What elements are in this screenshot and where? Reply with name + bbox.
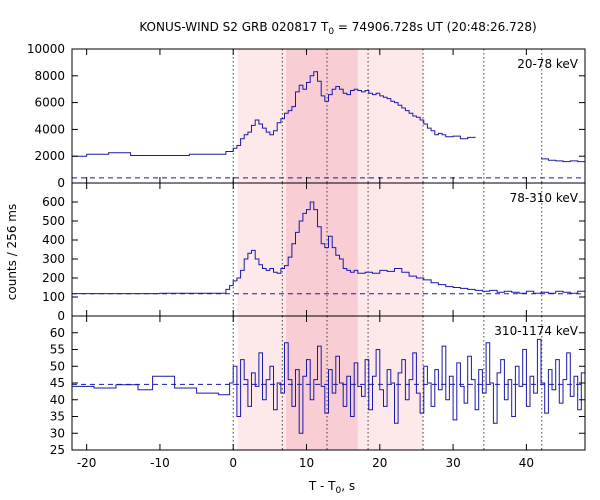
y-tick-label: 30 — [50, 426, 65, 440]
y-tick-label: 500 — [42, 214, 65, 228]
light-curve-series — [72, 71, 586, 163]
y-tick-label: 8000 — [34, 69, 65, 83]
panel-2: 0 100 200 300 400 500 600 78-310 keV — [42, 182, 586, 323]
y-tick-label: 45 — [50, 376, 65, 390]
y-tick-label: 40 — [50, 393, 65, 407]
y-tick-label: 200 — [42, 271, 65, 285]
panel-3: 25 30 35 40 45 50 55 60 -20 -10 0 10 20 30 40 310-1174 … — [50, 315, 586, 470]
y-axis-title: counts / 256 ms — [5, 204, 19, 300]
y-tick-label: 35 — [50, 410, 65, 424]
y-tick-label: 300 — [42, 252, 65, 266]
y-tick-label: 10000 — [27, 42, 65, 56]
x-tick-label: 10 — [299, 456, 314, 470]
shaded-interval-2 — [285, 316, 358, 450]
y-tick-label: 50 — [50, 359, 65, 373]
chart-title: KONUS-WIND S2 GRB 020817 T0 = 74906.728s… — [139, 20, 536, 37]
energy-band-label: 20-78 keV — [517, 57, 579, 71]
light-curve-series — [72, 338, 586, 434]
x-tick-label: -20 — [77, 456, 97, 470]
shaded-interval-2 — [285, 49, 358, 183]
y-tick-label: 2000 — [34, 149, 65, 163]
y-tick-label: 60 — [50, 326, 65, 340]
y-tick-label: 6000 — [34, 96, 65, 110]
x-axis-title: T - T0, s — [308, 479, 355, 496]
energy-band-label: 78-310 keV — [510, 191, 579, 205]
x-tick-label: 40 — [519, 456, 534, 470]
y-tick-label: 600 — [42, 195, 65, 209]
x-tick-label: 30 — [445, 456, 460, 470]
y-tick-label: 25 — [50, 443, 65, 457]
y-tick-label: 100 — [42, 290, 65, 304]
panel-1: 0 2000 4000 6000 8000 10000 20-78 keV — [27, 42, 586, 190]
x-tick-label: -10 — [150, 456, 170, 470]
y-tick-label: 400 — [42, 233, 65, 247]
shaded-interval-2 — [285, 183, 358, 316]
light-curve-series — [72, 201, 586, 295]
y-tick-label: 0 — [57, 176, 65, 190]
energy-band-label: 310-1174 keV — [494, 324, 578, 338]
y-tick-label: 4000 — [34, 122, 65, 136]
y-tick-label: 55 — [50, 343, 65, 357]
x-tick-label: 20 — [372, 456, 387, 470]
y-tick-label: 0 — [57, 309, 65, 323]
x-tick-label: 0 — [229, 456, 237, 470]
